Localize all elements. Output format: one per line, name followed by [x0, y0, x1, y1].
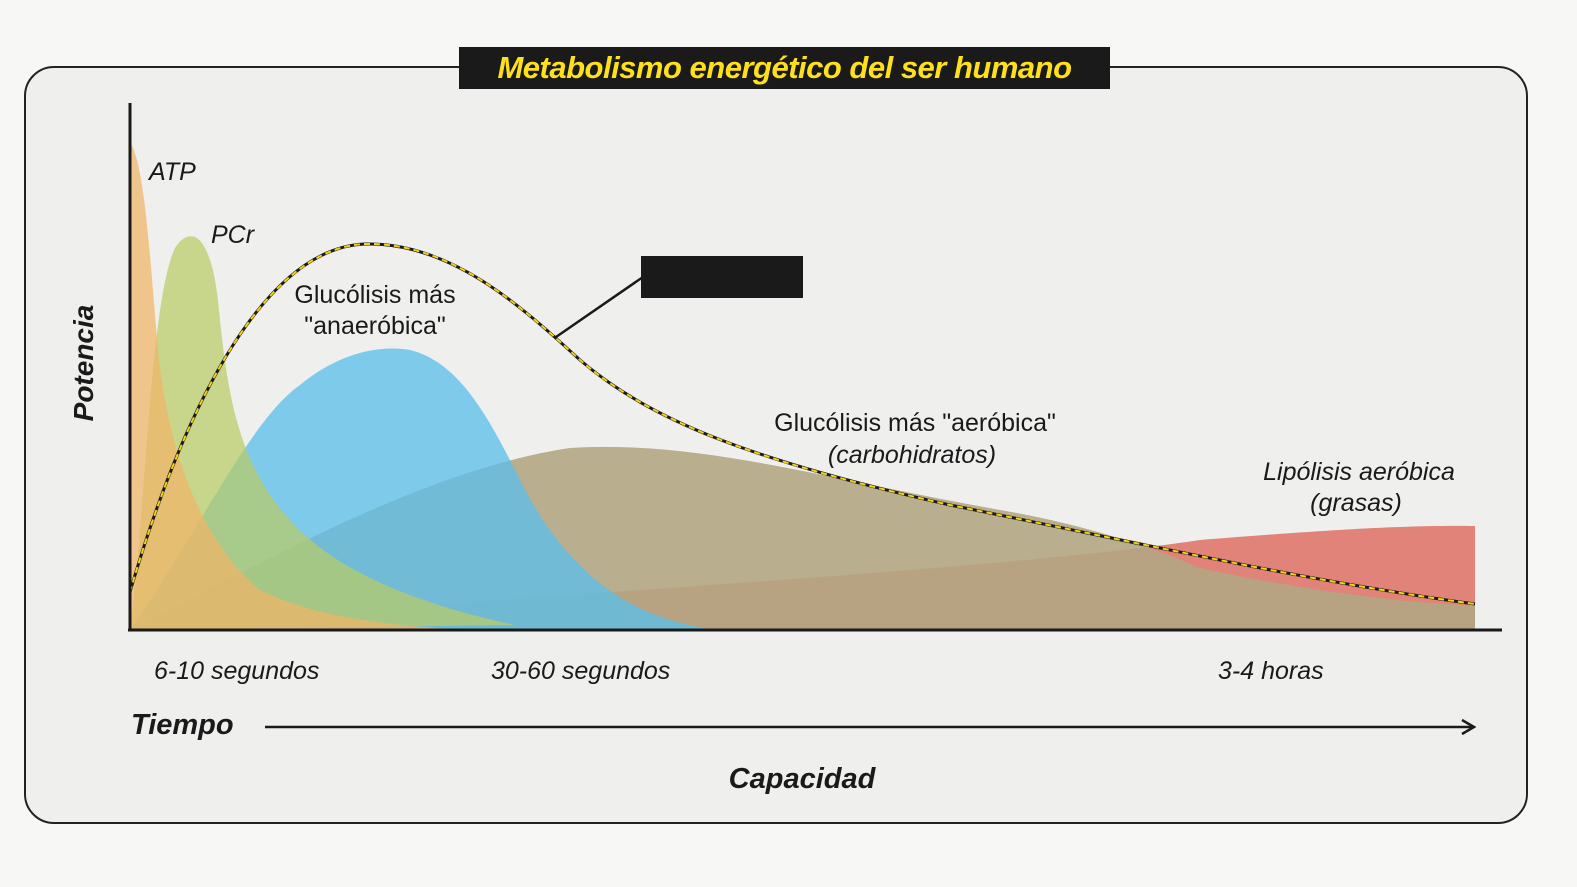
x-tick-label-3-4-horas: 3-4 horas [1218, 657, 1324, 685]
x-tick-label-6-10-segundos: 6-10 segundos [154, 657, 319, 685]
pcr-area [130, 236, 515, 630]
time-arrow-head [1461, 718, 1477, 736]
lipolysis-label-line2: (grasas) [1310, 489, 1402, 517]
y-axis-label: Potencia [68, 305, 99, 422]
x-tick-label-30-60-segundos: 30-60 segundos [491, 657, 670, 685]
diagram-title: Metabolismo energético del ser humano [459, 47, 1110, 89]
bottom-axis-label: Capacidad [729, 763, 877, 795]
lipolysis-label-line1: Lipólisis aeróbica [1263, 458, 1455, 486]
atp-label: ATP [147, 158, 196, 186]
aerobic-glycolysis-label-line2: (carbohidratos) [828, 441, 996, 469]
x-axis-label: Tiempo [131, 709, 234, 741]
anaerobic-glycolysis-label-line1: Glucólisis más [294, 281, 455, 309]
atp-area [130, 142, 470, 630]
anaerobic-glycolysis-label-line2: "anaeróbica" [304, 312, 445, 340]
glycolysis-label: Glucólisis [650, 262, 793, 295]
glycolysis-leader-line [555, 275, 644, 339]
glycolysis-curve-dash [129, 242, 1476, 605]
glycolysis-highlight-box [641, 256, 803, 298]
aerobic-glycolysis-label-line1: Glucólisis más "aeróbica" [774, 409, 1056, 437]
pcr-label: PCr [211, 221, 256, 249]
